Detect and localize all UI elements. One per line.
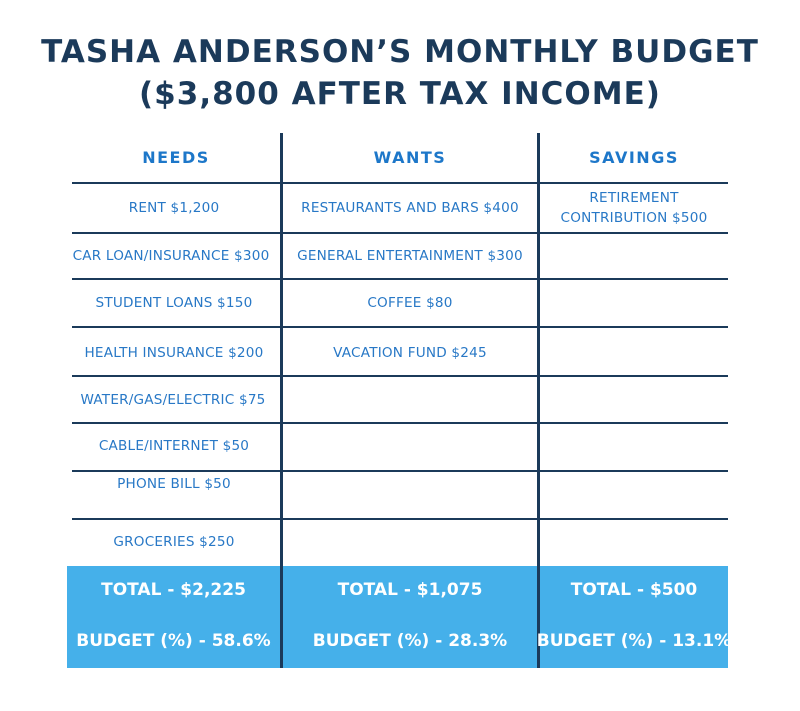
wants-cell: RESTAURANTS AND BARS $400	[301, 200, 519, 216]
title-line-1: TASHA ANDERSON’S MONTHLY BUDGET	[41, 34, 759, 70]
total-needs: TOTAL - $2,225	[101, 580, 246, 600]
savings-cell	[540, 377, 728, 422]
savings-cell	[540, 520, 728, 566]
header-savings: SAVINGS	[589, 148, 679, 167]
row-divider	[72, 422, 728, 424]
needs-cell: CAR LOAN/INSURANCE $300	[72, 248, 270, 264]
header-needs: NEEDS	[142, 148, 210, 167]
row-divider	[72, 182, 728, 184]
needs-cell: HEALTH INSURANCE $200	[84, 345, 264, 361]
budget-percent-needs: BUDGET (%) - 58.6%	[76, 631, 271, 651]
budget-percent-band	[67, 614, 728, 668]
row-divider	[72, 232, 728, 234]
savings-cell	[540, 472, 728, 518]
budget-percent-wants: BUDGET (%) - 28.3%	[312, 631, 508, 651]
header-wants: WANTS	[373, 148, 447, 167]
total-wants: TOTAL - $1,075	[337, 580, 483, 600]
needs-cell: CABLE/INTERNET $50	[98, 438, 250, 454]
column-divider-2	[537, 133, 540, 668]
needs-cell: PHONE BILL $50	[117, 476, 231, 492]
needs-cell: STUDENT LOANS $150	[95, 295, 253, 311]
title-line-2: ($3,800 AFTER TAX INCOME)	[139, 76, 661, 112]
needs-cell: RENT $1,200	[128, 200, 220, 216]
wants-cell: COFFEE $80	[367, 295, 453, 311]
row-divider	[72, 470, 728, 472]
row-divider	[72, 278, 728, 280]
total-savings: TOTAL - $500	[570, 580, 698, 600]
budget-percent-savings: BUDGET (%) - 13.1%	[536, 631, 732, 651]
needs-cell: GROCERIES $250	[113, 534, 235, 550]
column-divider-1	[280, 133, 283, 668]
wants-cell	[283, 472, 537, 518]
wants-cell	[283, 424, 537, 468]
savings-cell	[540, 234, 728, 278]
wants-cell	[283, 520, 537, 566]
row-divider	[72, 518, 728, 520]
wants-cell: VACATION FUND $245	[333, 345, 487, 361]
savings-cell: RETIREMENT CONTRIBUTION $500	[560, 190, 708, 226]
savings-cell	[540, 328, 728, 378]
row-divider	[72, 326, 728, 328]
savings-cell	[540, 280, 728, 326]
totals-band	[67, 566, 728, 614]
wants-cell: GENERAL ENTERTAINMENT $300	[297, 248, 523, 264]
wants-cell	[283, 377, 537, 422]
needs-cell: WATER/GAS/ELECTRIC $75	[80, 391, 266, 408]
savings-cell	[540, 424, 728, 468]
row-divider	[72, 375, 728, 377]
